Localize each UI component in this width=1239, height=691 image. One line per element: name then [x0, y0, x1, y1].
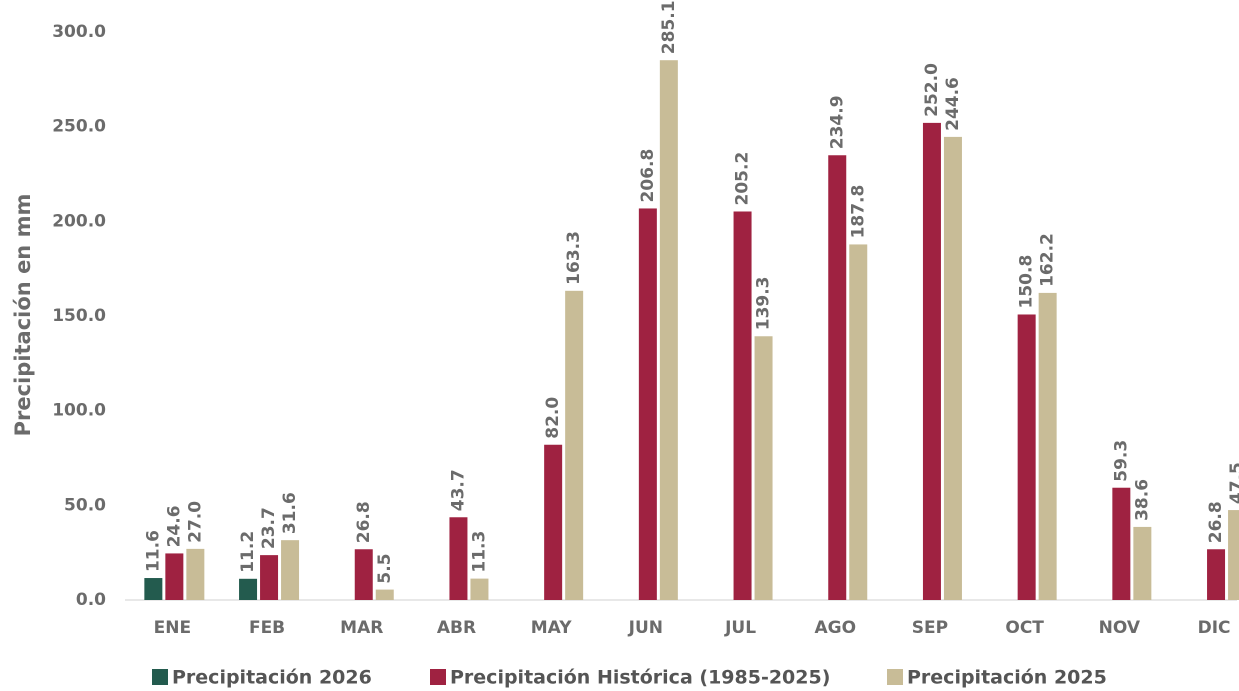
data-label: 23.7 [259, 507, 279, 549]
y-tick-label: 150.0 [52, 306, 106, 326]
bar [733, 211, 752, 600]
bar [638, 208, 657, 600]
data-label: 59.3 [1111, 440, 1131, 482]
data-label: 234.9 [827, 95, 847, 149]
data-label: 43.7 [448, 469, 468, 511]
data-label: 11.6 [143, 530, 163, 572]
bar [375, 589, 394, 600]
legend-label: Precipitación 2025 [907, 667, 1107, 689]
bar [849, 244, 868, 600]
data-label: 187.8 [848, 185, 868, 239]
x-tick-label: FEB [249, 618, 285, 638]
data-label: 24.6 [164, 505, 184, 547]
legend-label: Precipitación Histórica (1985-2025) [450, 667, 830, 689]
bar [828, 155, 847, 601]
x-tick-label: AGO [814, 618, 856, 638]
bar [754, 336, 773, 600]
data-label: 47.5 [1227, 462, 1239, 504]
data-label: 285.1 [659, 0, 679, 54]
bar [943, 136, 962, 600]
x-tick-label: NOV [1099, 618, 1141, 638]
bar [544, 444, 563, 600]
data-label: 27.0 [185, 501, 205, 543]
y-tick-label: 100.0 [52, 401, 106, 421]
legend-swatch [152, 669, 168, 685]
bar [239, 578, 258, 600]
y-tick-label: 300.0 [52, 22, 106, 42]
legend-swatch [430, 669, 446, 685]
x-tick-label: ENE [154, 618, 191, 638]
data-label: 38.6 [1132, 479, 1152, 521]
y-tick-label: 50.0 [64, 495, 106, 515]
bar [1017, 314, 1036, 600]
data-label: 26.8 [1206, 501, 1226, 543]
data-label: 26.8 [354, 501, 374, 543]
y-tick-label: 0.0 [76, 590, 106, 610]
legend-label: Precipitación 2026 [172, 667, 372, 689]
x-tick-label: MAY [531, 618, 572, 638]
bar [165, 553, 184, 600]
x-tick-label: JUL [724, 618, 756, 638]
bar [1038, 292, 1057, 600]
x-tick-label: OCT [1005, 618, 1044, 638]
bar [1112, 487, 1131, 600]
bar [449, 517, 468, 600]
x-tick-label: ABR [437, 618, 476, 638]
data-label: 163.3 [564, 231, 584, 285]
data-label: 252.0 [922, 63, 942, 117]
x-tick-label: SEP [912, 618, 948, 638]
data-label: 31.6 [280, 492, 300, 534]
x-tick-label: MAR [340, 618, 383, 638]
bar [281, 540, 300, 600]
data-label: 206.8 [638, 149, 658, 203]
y-axis-label: Precipitación en mm [11, 194, 35, 437]
data-label: 82.0 [543, 397, 563, 439]
bar [565, 290, 584, 600]
data-label: 5.5 [375, 553, 395, 583]
bar [186, 548, 205, 600]
bar [1133, 526, 1152, 600]
x-tick-label: JUN [628, 618, 663, 638]
bar [922, 122, 941, 600]
data-label: 150.8 [1017, 255, 1037, 309]
bar [260, 555, 279, 600]
data-label: 139.3 [754, 276, 774, 330]
data-label: 11.2 [238, 531, 258, 573]
data-label: 205.2 [733, 152, 753, 206]
data-label: 162.2 [1038, 233, 1058, 287]
bar [1207, 549, 1226, 600]
legend-swatch [887, 669, 903, 685]
x-tick-label: DIC [1198, 618, 1231, 638]
y-tick-label: 200.0 [52, 211, 106, 231]
bar [144, 578, 163, 600]
bar [470, 578, 489, 600]
bar [659, 60, 678, 600]
y-tick-label: 250.0 [52, 117, 106, 137]
bar [1228, 510, 1239, 600]
data-label: 11.3 [469, 531, 489, 573]
data-label: 244.6 [943, 77, 963, 131]
bar [354, 549, 373, 600]
